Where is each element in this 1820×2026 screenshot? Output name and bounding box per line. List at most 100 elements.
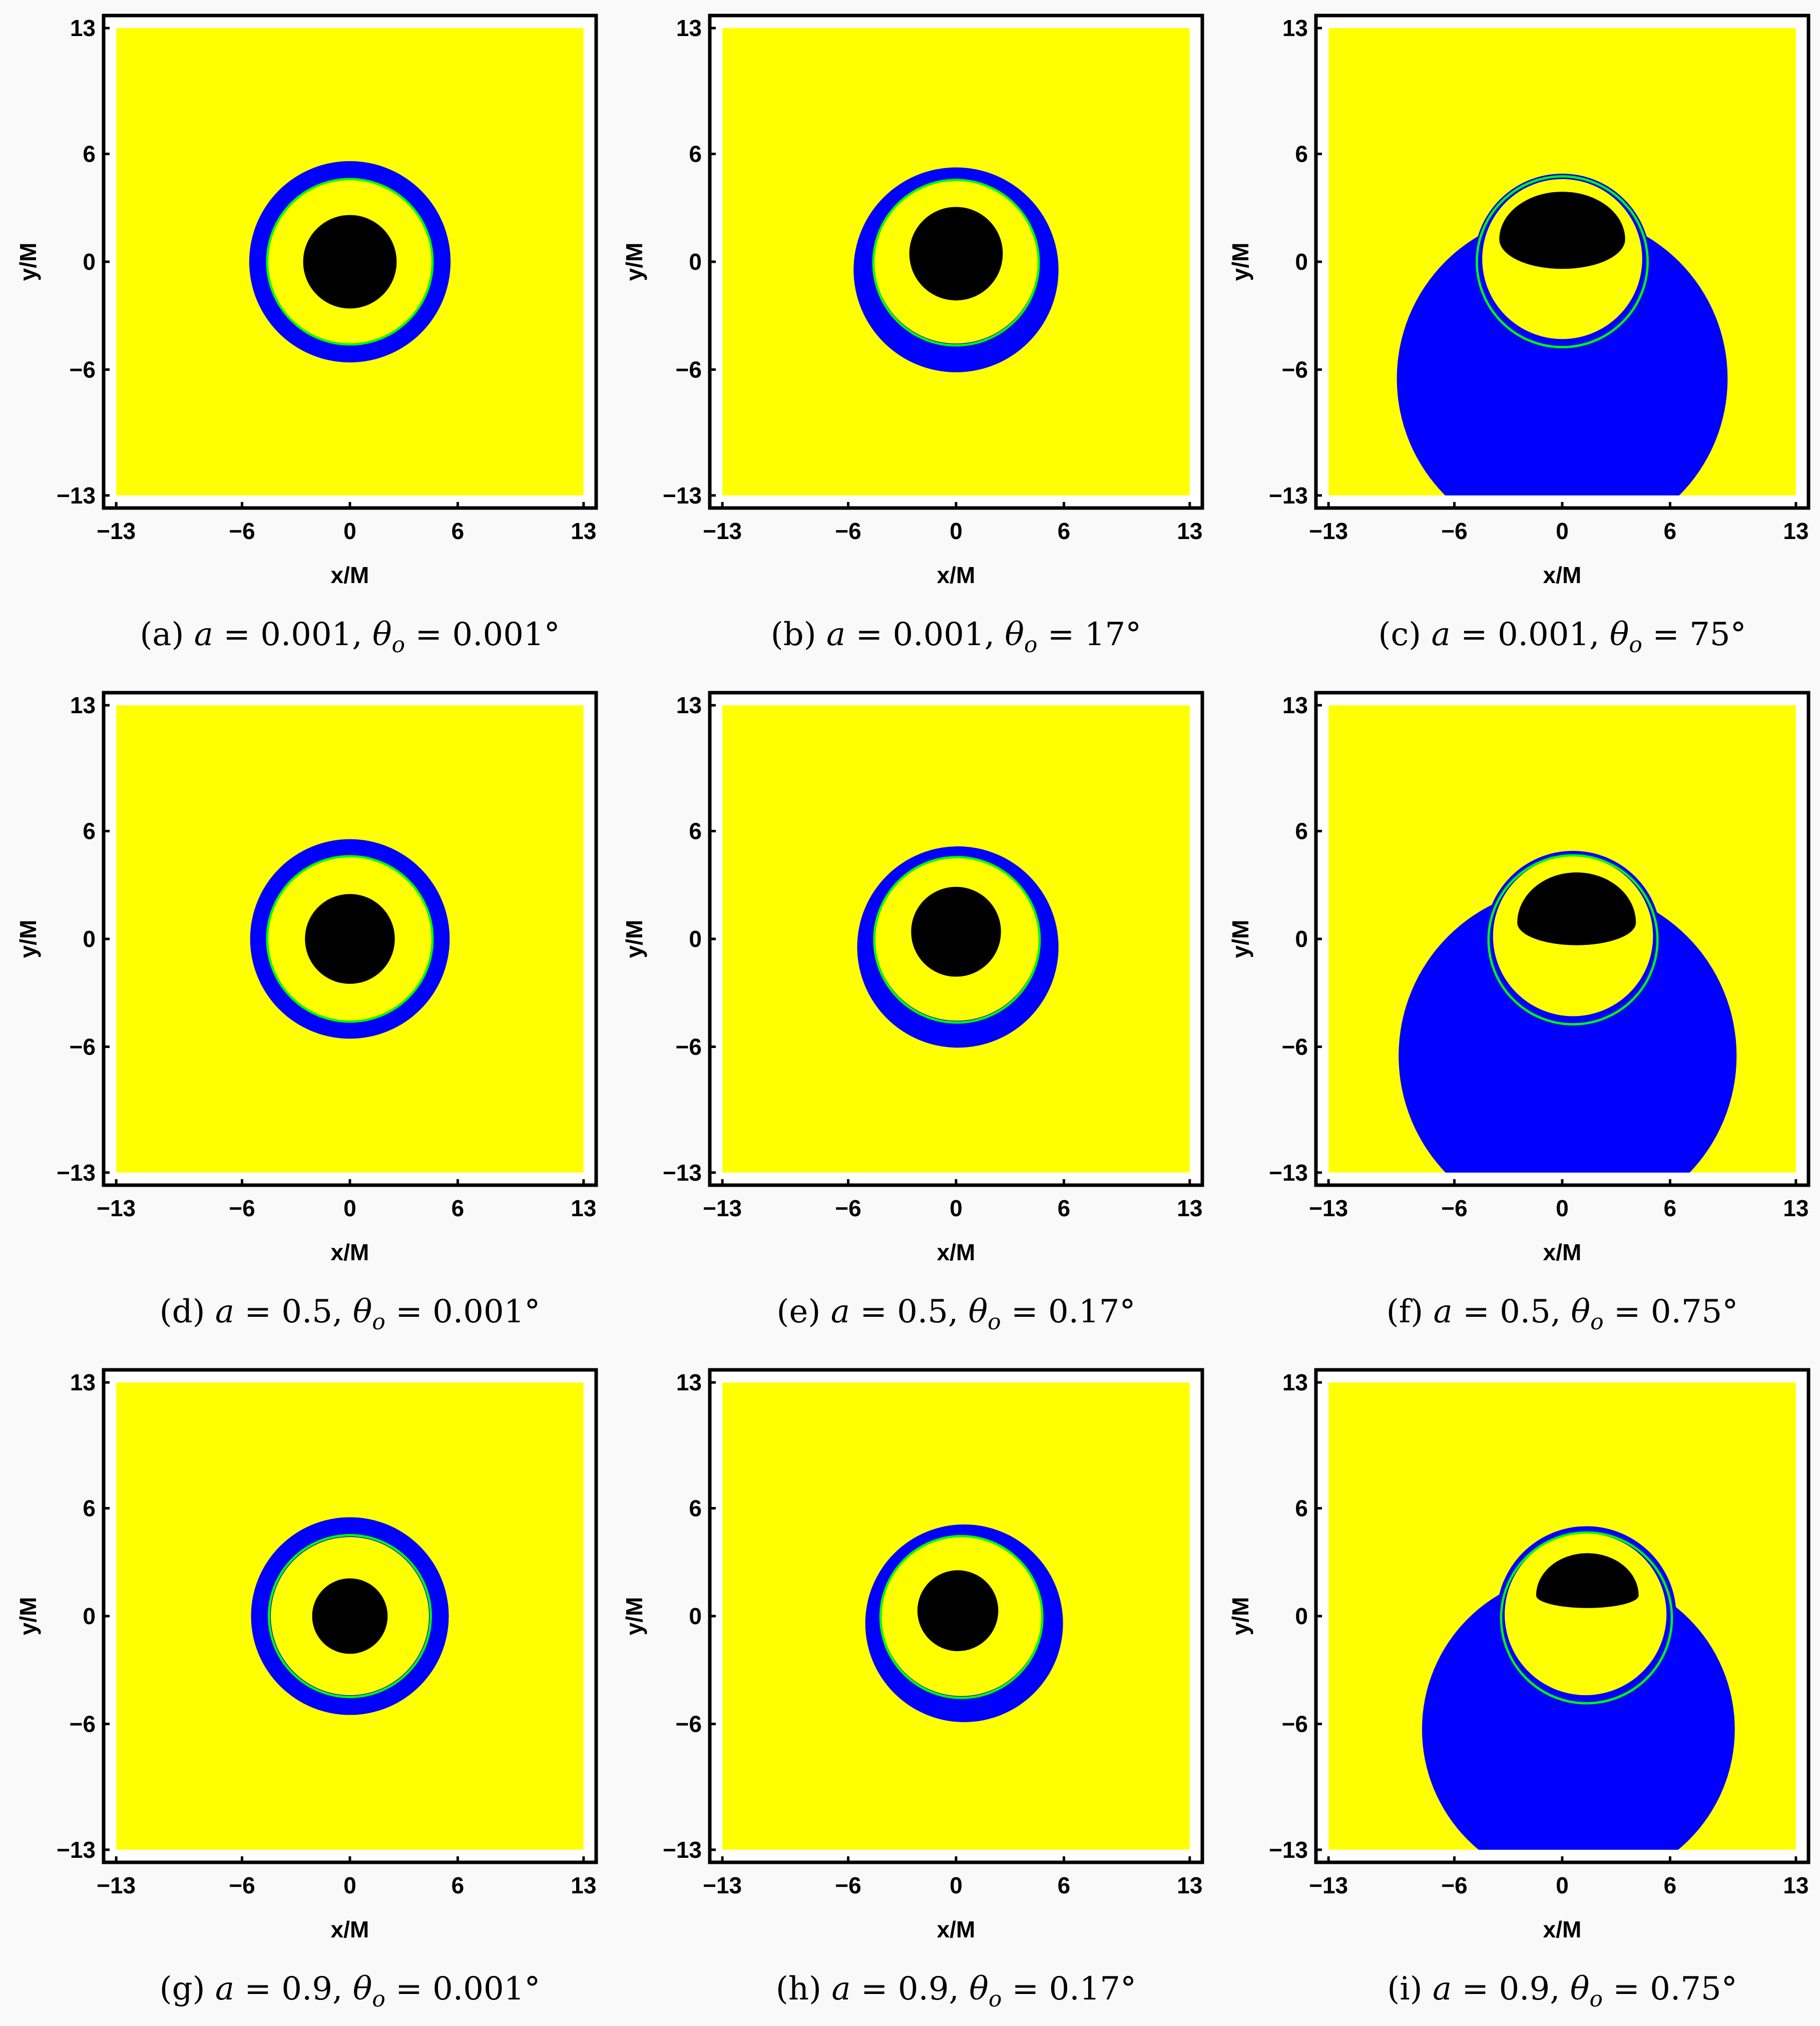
caption-part: = 0.17° [1001,1293,1136,1330]
y-tick-label: 0 [83,926,96,952]
y-axis-label: y/M [15,243,41,281]
y-axis-label: y/M [1227,920,1253,958]
caption-part: = 0.001° [385,1970,541,2007]
x-tick-label: −13 [97,518,136,544]
y-axis-label: y/M [1227,243,1253,281]
caption-part: a [1433,1293,1453,1330]
x-axis-label: x/M [937,562,976,588]
caption-part: = 0.9, [1452,1970,1570,2007]
y-tick-label: 0 [83,249,96,275]
plot-area [722,28,1190,495]
plot-area [722,705,1190,1173]
x-tick-label: −13 [1309,518,1348,544]
x-tick-label: −6 [835,1872,861,1898]
y-tick-label: 13 [676,15,702,41]
y-tick-label: 6 [83,1495,96,1522]
caption-part: θ [968,1293,988,1330]
caption-part: θ [1570,1970,1590,2007]
x-tick-label: 0 [1556,518,1569,544]
x-tick-label: 0 [1556,1872,1569,1898]
caption-part: o [1024,632,1038,658]
x-tick-label: −13 [1309,1195,1348,1221]
caption-part: = 0.5, [234,1293,353,1330]
x-tick-label: −6 [1441,1195,1467,1221]
caption-part: = 0.5, [849,1293,969,1330]
y-tick-label: −6 [676,1711,702,1737]
panel-f: −13−13 −6 −6 0 0 6 6 13 13 x/M y/M [1227,691,1810,1265]
x-tick-label: 0 [1556,1195,1569,1221]
photon-ring [879,1535,1044,1699]
y-tick-label: −13 [1269,1160,1308,1186]
caption-part: (h) [775,1970,832,2007]
x-tick-label: −6 [1441,1872,1467,1898]
caption-part: = 17° [1037,616,1142,653]
panel-e: −13−13 −6 −6 0 0 6 6 13 13 x/M y/M [621,691,1204,1265]
shadow [303,215,397,309]
caption-part: (d) [159,1293,215,1330]
caption-part: = 0.75° [1602,1970,1737,2007]
shadow [305,894,395,984]
panel-caption: (g) a = 0.9, θo = 0.001° [160,1970,541,2012]
shadow [911,886,1001,977]
x-tick-label: −6 [229,518,255,544]
y-tick-label: −6 [676,356,702,382]
caption-part: (f) [1386,1293,1434,1330]
caption-part: a [830,1293,850,1330]
y-tick-label: 6 [83,818,96,844]
panel-a: −13−13 −6 −6 0 0 6 6 13 13 x/M y/M [15,14,598,588]
shadow [1517,872,1636,945]
y-tick-label: −13 [663,1160,702,1186]
caption-part: θ [372,616,392,653]
caption-part: (b) [770,616,827,653]
y-tick-label: 13 [70,692,96,718]
y-tick-label: −13 [663,482,702,509]
plot-area [1328,1382,1796,1850]
panel-caption: (c) a = 0.001, θo = 75° [1378,616,1746,658]
x-tick-label: 6 [1664,518,1677,544]
y-tick-label: 0 [1295,249,1308,275]
caption-part: θ [969,1970,989,2007]
y-tick-label: 6 [1295,141,1308,167]
photon-ring [268,1534,432,1698]
y-tick-label: −13 [1269,482,1308,509]
y-tick-label: 6 [689,1495,702,1522]
panel-c: −13−13 −6 −6 0 0 6 6 13 13 x/M y/M [1227,14,1810,588]
caption-part: (e) [776,1293,831,1330]
y-tick-label: −6 [1282,1711,1308,1737]
x-tick-label: 0 [950,1872,963,1898]
y-tick-label: 0 [1295,1603,1308,1629]
y-tick-label: −6 [70,356,96,382]
caption-part: θ [352,1970,372,2007]
caption-part: a [215,1970,235,2007]
caption-part: a [1431,616,1451,653]
panel-d: −13−13 −6 −6 0 0 6 6 13 13 x/M y/M [15,691,598,1265]
caption-part: (i) [1387,1970,1433,2007]
x-tick-label: 0 [343,518,356,544]
x-tick-label: 13 [1177,518,1202,544]
x-tick-label: −6 [1441,518,1467,544]
plot-area [1328,705,1796,1173]
caption-part: (c) [1378,616,1432,653]
caption-part: o [1590,1309,1604,1335]
y-axis-label: y/M [621,920,647,958]
caption-part: o [391,632,405,658]
y-tick-label: −6 [70,1711,96,1737]
x-tick-label: 6 [451,1872,465,1898]
caption-part: θ [1571,1293,1591,1330]
caption-part: o [372,1986,385,2012]
caption-part: = 0.001, [213,616,373,653]
photon-ring [1476,175,1649,348]
caption-part: = 0.001, [845,616,1005,653]
x-tick-label: 13 [1783,1872,1808,1898]
photon-ring [266,178,434,346]
x-tick-label: 0 [950,518,963,544]
shadow [312,1578,388,1654]
y-tick-label: −13 [57,482,96,509]
photon-ring [1500,1531,1673,1705]
caption-part: = 0.001° [385,1293,541,1330]
panel-h: −13−13 −6 −6 0 0 6 6 13 13 x/M y/M [621,1368,1204,1942]
panel-caption: (f) a = 0.5, θo = 0.75° [1387,1293,1738,1335]
caption-part: a [826,616,846,653]
y-tick-label: −6 [676,1034,702,1060]
